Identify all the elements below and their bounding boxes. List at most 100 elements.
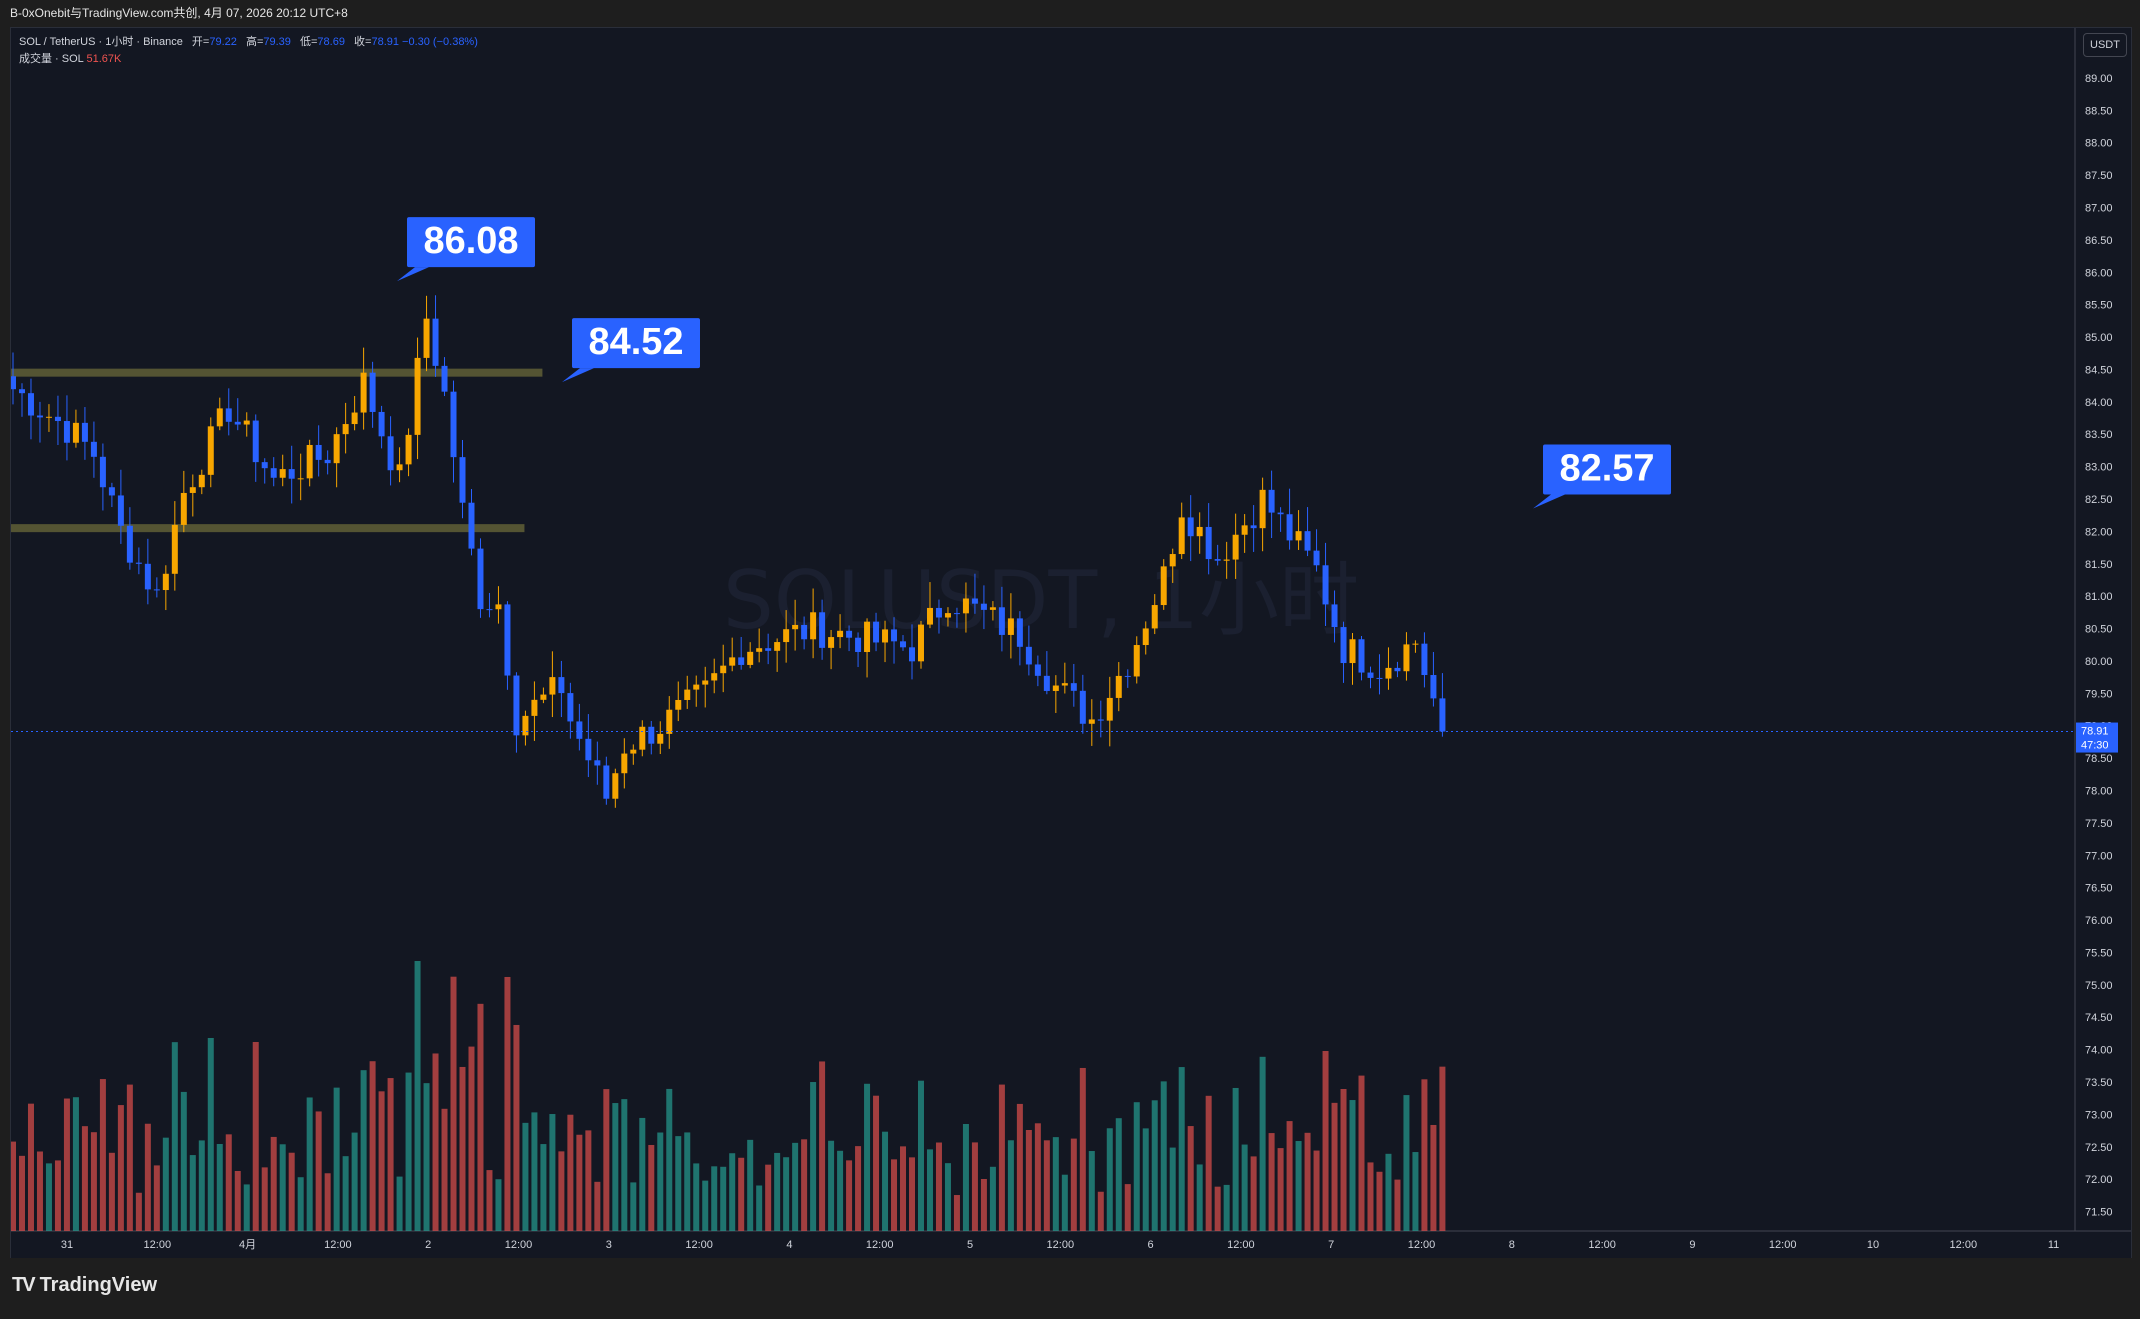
candle-body [270,468,277,478]
candle-body [774,642,781,651]
candle-body [729,657,736,666]
volume-bar [1196,1164,1203,1231]
current-price-value: 78.91 [2081,726,2109,738]
price-tick-label: 77.50 [2085,818,2113,830]
volume-label[interactable]: 成交量 · SOL [19,53,84,65]
volume-bar [522,1122,529,1231]
candle-body [576,721,583,739]
candle-body [441,365,448,392]
candle-body [513,675,520,736]
volume-bar [720,1166,727,1231]
candle-body [423,318,430,358]
volume-bar [18,1155,25,1231]
chart-frame[interactable]: SOLUSDT, 1小时 71.50 72.00 72.50 73.00 73.50 74.… [10,27,2132,1260]
candle-body [315,444,322,460]
candle-body [180,492,187,525]
change-value: −0.30 (−0.38%) [402,36,478,48]
volume-bar [1313,1150,1320,1231]
candle-body [1007,618,1014,635]
volume-bar [405,1072,412,1231]
currency-button[interactable]: USDT [2083,33,2127,57]
volume-bar [1430,1124,1437,1231]
price-callout [572,318,700,369]
volume-bar [900,1146,907,1231]
volume-row: 成交量 · SOL 51.67K [19,51,478,68]
candle-body [702,680,709,685]
volume-bar [873,1095,880,1231]
volume-bar [989,1166,996,1231]
volume-bar [243,1184,250,1231]
candle-body [1133,645,1140,677]
volume-bar [477,1003,484,1231]
volume-bar [648,1144,655,1231]
volume-bar [944,1163,951,1231]
candle-body [962,598,969,614]
volume-bar [1223,1184,1230,1231]
candle-body [783,629,790,643]
volume-bar [180,1091,187,1231]
candle-body [405,434,412,465]
volume-bar [1214,1186,1221,1231]
volume-bar [45,1163,52,1231]
volume-bar [261,1167,268,1231]
symbol-label[interactable]: SOL / TetherUS · 1小时 · Binance [19,36,183,48]
candlestick-chart[interactable]: SOLUSDT, 1小时 71.50 72.00 72.50 73.00 73.50 74.… [11,28,2131,1259]
candle-body [1070,683,1077,691]
open-label: 开= [191,36,210,48]
price-tick-label: 84.00 [2085,397,2113,409]
volume-bar [306,1097,313,1231]
volume-bar [252,1041,259,1231]
candle-body [1358,639,1365,673]
volume-bar [27,1103,34,1231]
volume-bar [801,1139,808,1231]
candle-body [1322,565,1329,605]
candle-body [162,573,169,591]
callout-pointer [397,267,429,282]
candle-body [414,357,421,435]
candle-body [621,753,628,774]
candle-body [153,589,160,591]
candle-body [765,648,772,651]
candle-body [504,604,511,676]
tradingview-logo[interactable]: TV TradingView [12,1274,157,1297]
candle-body [891,629,898,642]
volume-bar [369,1061,376,1231]
candle-body [657,733,664,744]
time-tick-label: 2 [425,1239,431,1251]
candle-body [1034,664,1041,676]
candle-body [1250,525,1257,529]
volume-bar [1340,1088,1347,1231]
candle-body [531,699,538,716]
volume-bar [1412,1152,1419,1231]
volume-bar [1205,1095,1212,1231]
candle-body [1430,675,1437,699]
volume-bar [531,1112,538,1231]
low-value: 78.69 [317,36,345,48]
volume-bar [711,1166,718,1231]
candle-body [1088,719,1095,724]
candle-body [1196,526,1203,537]
candle-body [1097,719,1104,721]
volume-bar [1358,1075,1365,1231]
volume-bar [1106,1128,1113,1231]
time-tick-label: 8 [1509,1239,1515,1251]
price-tick-label: 73.50 [2085,1077,2113,1089]
volume-bar [144,1123,151,1231]
candle-body [567,693,574,722]
candle-body [1277,512,1284,515]
candle-body [1268,489,1275,513]
open-value: 79.22 [209,36,237,48]
candle-body [1349,639,1356,664]
volume-bar [935,1142,942,1231]
volume-bar [1322,1051,1329,1231]
time-tick-label: 3 [606,1239,612,1251]
volume-bar [459,1066,466,1231]
candle-body [126,525,133,563]
candle-body [522,715,529,736]
candle-body [369,372,376,412]
tradingview-logo-icon: TV [12,1274,36,1296]
time-tick-label: 31 [61,1239,73,1251]
candle-body [756,648,763,652]
price-callout [407,217,535,268]
volume-bar [558,1151,565,1231]
